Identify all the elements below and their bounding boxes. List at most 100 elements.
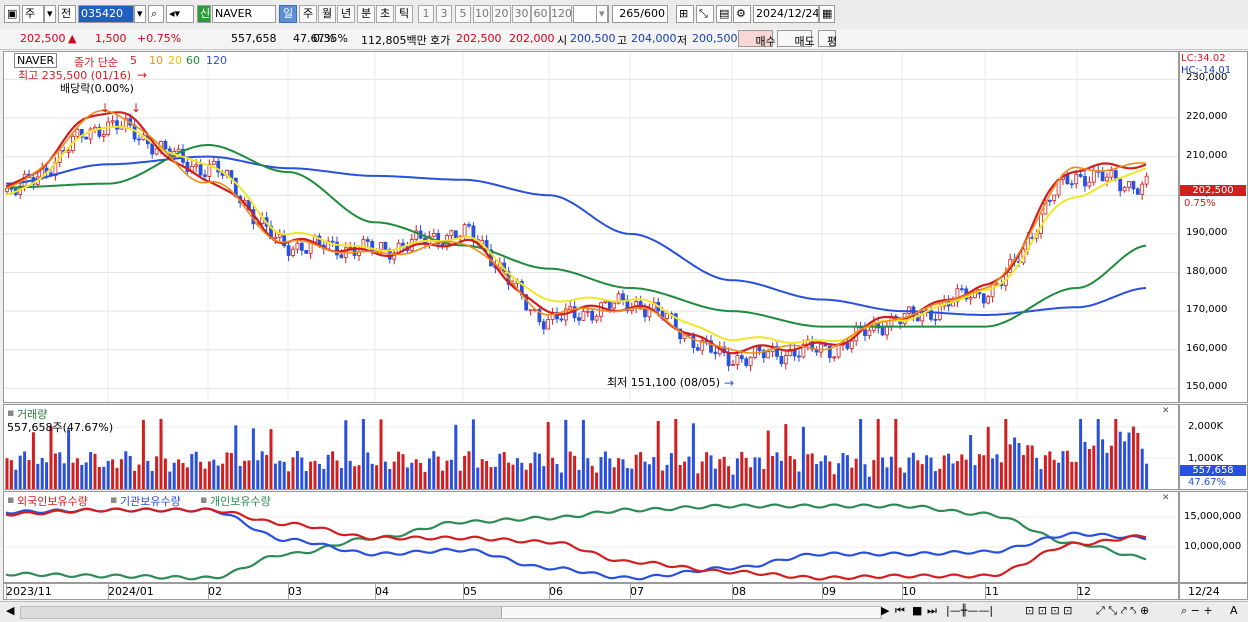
play-icon[interactable]: ▶ xyxy=(881,604,890,617)
volume-bar xyxy=(819,461,823,489)
chart-type-icon[interactable]: ⊞ xyxy=(676,5,694,23)
volume-bar xyxy=(1070,461,1074,489)
candle-body xyxy=(537,309,542,323)
candle-body xyxy=(541,321,546,330)
volume-bar xyxy=(102,466,106,489)
volume-bar xyxy=(1101,439,1105,489)
draw-lines-icon[interactable]: ⤢ ⤡ ⤤ ⤣ ⊕ xyxy=(1096,604,1150,617)
close-pane-icon[interactable]: ✕ xyxy=(1162,493,1170,503)
x-axis-tick xyxy=(822,584,823,599)
holding-pane[interactable]: ▪ 외국인보유수량 ▪ 기관보유수량 ▪ 개인보유수량 ✕ xyxy=(3,491,1179,583)
pane-marker-icon: ▪ xyxy=(200,493,208,506)
volume-bar xyxy=(1052,459,1056,489)
volume-current-pct: 47.67% xyxy=(1188,477,1227,488)
count-input[interactable]: 265/600 xyxy=(612,5,668,23)
font-size-icon[interactable]: A xyxy=(1230,604,1238,617)
sound-icon[interactable]: ◂▾ xyxy=(166,5,194,23)
volume-bar xyxy=(49,425,53,489)
stock-name-field[interactable]: NAVER xyxy=(212,5,276,23)
candle-body xyxy=(5,187,9,192)
interval-button[interactable]: 10 xyxy=(473,5,491,23)
market-dropdown-icon[interactable]: ▾ xyxy=(44,5,56,23)
date-input[interactable]: 2024/12/24 xyxy=(753,5,819,23)
period-minute-button[interactable]: 분 xyxy=(357,5,375,23)
volume-bar xyxy=(295,451,299,489)
zoom-slider-icon[interactable]: |—╫——| xyxy=(946,604,994,617)
volume-bar xyxy=(872,460,876,489)
stop-icon[interactable]: ■ xyxy=(912,604,923,617)
market-select[interactable]: 주 xyxy=(22,5,44,23)
volume-bar xyxy=(190,454,194,489)
volume-bar xyxy=(304,471,308,489)
search-icon[interactable]: ⌕ xyxy=(148,5,164,23)
period-tick-button[interactable]: 틱 xyxy=(395,5,413,23)
draw-tool-icon[interactable]: ⤡ xyxy=(696,5,714,23)
interval-dropdown-icon[interactable]: ▾ xyxy=(596,5,608,23)
interval-button[interactable]: 120 xyxy=(550,5,572,23)
layout-icon[interactable]: ▣ xyxy=(4,5,20,23)
period-second-button[interactable]: 초 xyxy=(376,5,394,23)
interval-button[interactable]: 1 xyxy=(418,5,434,23)
code-dropdown-icon[interactable]: ▾ xyxy=(134,5,146,23)
volume-bar xyxy=(590,465,594,489)
buy-button[interactable]: 매수 xyxy=(738,30,776,48)
volume-bar xyxy=(907,457,911,489)
code-input[interactable]: 035420 xyxy=(78,5,134,23)
period-year-button[interactable]: 년 xyxy=(337,5,355,23)
volume-bar xyxy=(1140,448,1144,489)
zoom-icon[interactable]: ⌕ − + xyxy=(1181,604,1213,617)
volume-pane[interactable]: ▪ 거래량 557,658주(47.67%) ✕ xyxy=(3,404,1179,490)
interval-button[interactable]: 60 xyxy=(531,5,550,23)
gear-icon[interactable]: ⚙ xyxy=(733,5,751,23)
scrollbar-thumb[interactable] xyxy=(501,607,880,618)
volume-bar xyxy=(111,459,115,489)
volume-bar xyxy=(1123,441,1127,489)
candle-body xyxy=(612,302,617,309)
candle-body xyxy=(216,160,221,173)
candle-body xyxy=(845,342,850,349)
first-icon[interactable]: ⏮ xyxy=(895,604,905,617)
interval-button[interactable]: 5 xyxy=(455,5,471,23)
scope-select[interactable]: 전 xyxy=(58,5,76,23)
calendar-icon[interactable]: ▦ xyxy=(819,5,835,23)
close-pane-icon[interactable]: ✕ xyxy=(1162,406,1170,416)
horizontal-scrollbar[interactable] xyxy=(20,606,882,619)
sell-button[interactable]: 매도 xyxy=(777,30,815,48)
volume-bar xyxy=(128,455,132,489)
save-icon[interactable]: ▤ xyxy=(716,5,732,23)
period-day-button[interactable]: 일 xyxy=(279,5,297,23)
volume-bar xyxy=(278,460,282,489)
signal-button[interactable]: 신 xyxy=(197,5,211,23)
x-axis-label: 09 xyxy=(822,585,836,598)
candle-body xyxy=(959,288,964,291)
volume-bar xyxy=(339,468,343,489)
volume-bar xyxy=(207,461,211,489)
volume-bar xyxy=(423,471,427,489)
candle-body xyxy=(757,345,762,352)
high-arrow-icon: → xyxy=(137,68,147,82)
price-pane[interactable]: ↓ ↓ → → NAVER 종가 단순 5 10 20 60 120 최고 235,5… xyxy=(3,51,1179,403)
volume-bar xyxy=(507,462,511,489)
interval-button[interactable]: 3 xyxy=(436,5,452,23)
candle-body xyxy=(907,306,911,314)
volume-bar xyxy=(480,459,484,489)
candle-body xyxy=(299,242,304,251)
ma120-line xyxy=(6,155,1147,316)
candle-body xyxy=(559,318,564,321)
volume-bar xyxy=(581,419,585,489)
x-axis-tick xyxy=(549,584,550,599)
last-icon[interactable]: ⏭ xyxy=(927,604,937,617)
period-month-button[interactable]: 월 xyxy=(318,5,336,23)
price-tick: 230,000 xyxy=(1186,72,1228,84)
interval-button[interactable]: 30 xyxy=(512,5,531,23)
interval-button[interactable]: 20 xyxy=(492,5,511,23)
candle-body xyxy=(207,163,212,177)
volume-bar xyxy=(643,461,647,489)
period-week-button[interactable]: 주 xyxy=(299,5,317,23)
scroll-left-icon[interactable]: ◀ xyxy=(6,604,15,617)
volume-bar xyxy=(58,452,62,489)
candle-body xyxy=(1047,199,1052,202)
tools-icon[interactable]: ⊡ ⊡ ⊡ ⊡ xyxy=(1025,604,1073,617)
volume-bar xyxy=(889,456,893,489)
eval-button[interactable]: 평 xyxy=(818,30,837,48)
